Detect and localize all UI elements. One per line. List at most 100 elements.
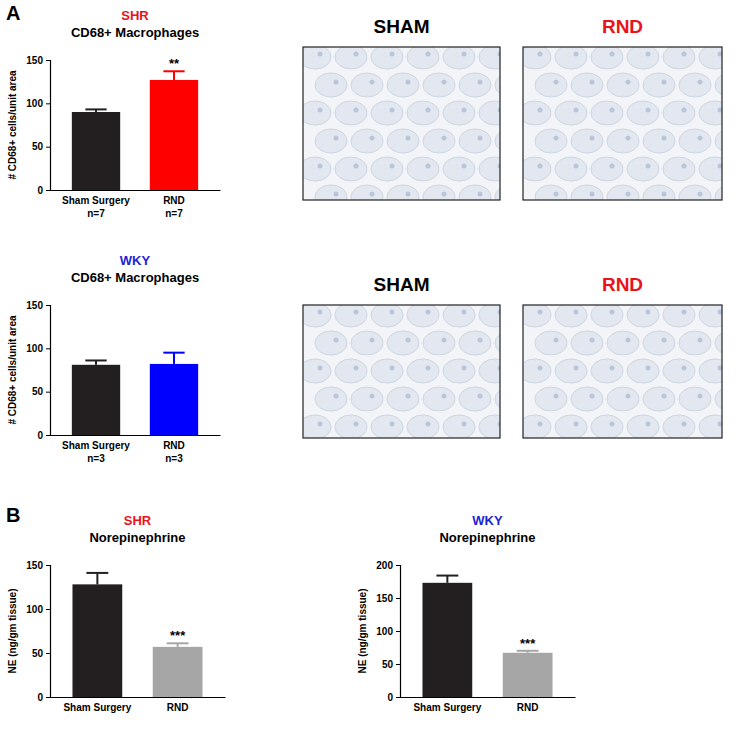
bar: [150, 364, 198, 435]
tubule: [351, 387, 383, 411]
y-tick-mark: [396, 565, 400, 566]
tubule: [495, 331, 500, 355]
nucleus: [426, 164, 431, 169]
nucleus: [682, 310, 687, 315]
y-tick-label: 0: [37, 692, 43, 703]
tubule: [555, 415, 587, 438]
y-tick: 0: [387, 692, 400, 703]
nucleus: [406, 338, 411, 343]
tubule: [335, 305, 367, 327]
nucleus: [662, 394, 667, 399]
tubule: [663, 157, 695, 181]
y-tick: 150: [376, 593, 400, 604]
error-bar: [163, 71, 184, 80]
tubule: [627, 359, 659, 383]
tubule: [479, 359, 500, 383]
tubule: [459, 387, 491, 411]
y-tick: 150: [26, 300, 50, 311]
nucleus: [406, 192, 411, 197]
tubule: [303, 157, 331, 181]
nucleus: [354, 52, 359, 57]
tubule: [523, 359, 551, 383]
y-tick-label: 100: [26, 98, 43, 109]
nucleus: [554, 192, 559, 197]
nucleus: [626, 192, 631, 197]
micrograph-bg: [523, 47, 722, 200]
chart-title: Norepinephrine: [439, 530, 535, 545]
micrograph-frame: [523, 47, 722, 200]
y-tick-label: 150: [376, 593, 393, 604]
nucleus: [370, 80, 375, 85]
y-tick-mark: [46, 609, 50, 610]
tubule: [591, 415, 623, 438]
tubule: [443, 157, 475, 181]
nucleus: [442, 136, 447, 141]
y-tick: 100: [26, 604, 50, 615]
nucleus: [610, 164, 615, 169]
tubule: [423, 185, 455, 200]
chart-subtitle: WKY: [472, 513, 503, 528]
tubule: [607, 73, 639, 97]
nucleus: [610, 422, 615, 427]
error-bar: [517, 651, 539, 653]
tubule: [423, 331, 455, 355]
micrograph: [303, 47, 500, 200]
y-tick-mark: [46, 348, 50, 349]
tubule: [479, 47, 500, 69]
y-tick-mark: [396, 598, 400, 599]
y-axis-line: [46, 306, 51, 436]
tubule: [571, 129, 603, 153]
tubule: [607, 387, 639, 411]
nucleus: [478, 192, 483, 197]
y-axis: 050100150: [26, 55, 50, 196]
chart-title: CD68+ Macrophages: [71, 270, 199, 285]
nucleus: [574, 164, 579, 169]
nucleus: [698, 394, 703, 399]
x-tick-label: Sham Surgery: [413, 702, 481, 713]
tubule: [591, 157, 623, 181]
nucleus: [478, 136, 483, 141]
nucleus: [334, 192, 339, 197]
tubule: [643, 129, 675, 153]
significance-label: ***: [520, 636, 536, 651]
tubule: [535, 387, 567, 411]
tubule: [303, 359, 331, 383]
micrograph: [523, 47, 722, 200]
y-tick-label: 50: [32, 141, 44, 152]
x-axis-line: [51, 697, 226, 698]
nucleus: [318, 422, 323, 427]
tubule: [335, 101, 367, 125]
bar: [422, 583, 472, 697]
error-bar: [85, 360, 106, 364]
y-tick-label: 0: [37, 430, 43, 441]
y-tick-label: 0: [387, 692, 393, 703]
y-tick: 150: [26, 55, 50, 66]
nucleus: [554, 80, 559, 85]
nucleus: [406, 394, 411, 399]
nucleus: [718, 108, 723, 113]
y-axis-title: # CD68+ cells/unit area: [7, 70, 18, 180]
nucleus: [390, 366, 395, 371]
nucleus: [442, 338, 447, 343]
nucleus: [610, 108, 615, 113]
nucleus: [662, 80, 667, 85]
nucleus: [390, 422, 395, 427]
nucleus: [478, 80, 483, 85]
tubule: [303, 305, 331, 327]
y-tick: 100: [26, 343, 50, 354]
micrograph-frame: [523, 305, 722, 438]
y-axis-line: [46, 61, 51, 191]
nucleus: [610, 52, 615, 57]
tubule: [679, 387, 711, 411]
micrograph-label: SHAM: [374, 16, 430, 37]
micrograph-frame: [303, 305, 500, 438]
tubule: [607, 185, 639, 200]
nucleus: [370, 192, 375, 197]
micrograph-bg: [303, 305, 500, 438]
tubule: [443, 101, 475, 125]
y-tick: 50: [382, 659, 400, 670]
nucleus: [334, 338, 339, 343]
y-tick: 200: [376, 560, 400, 571]
nucleus: [334, 136, 339, 141]
y-tick: 50: [32, 141, 50, 152]
